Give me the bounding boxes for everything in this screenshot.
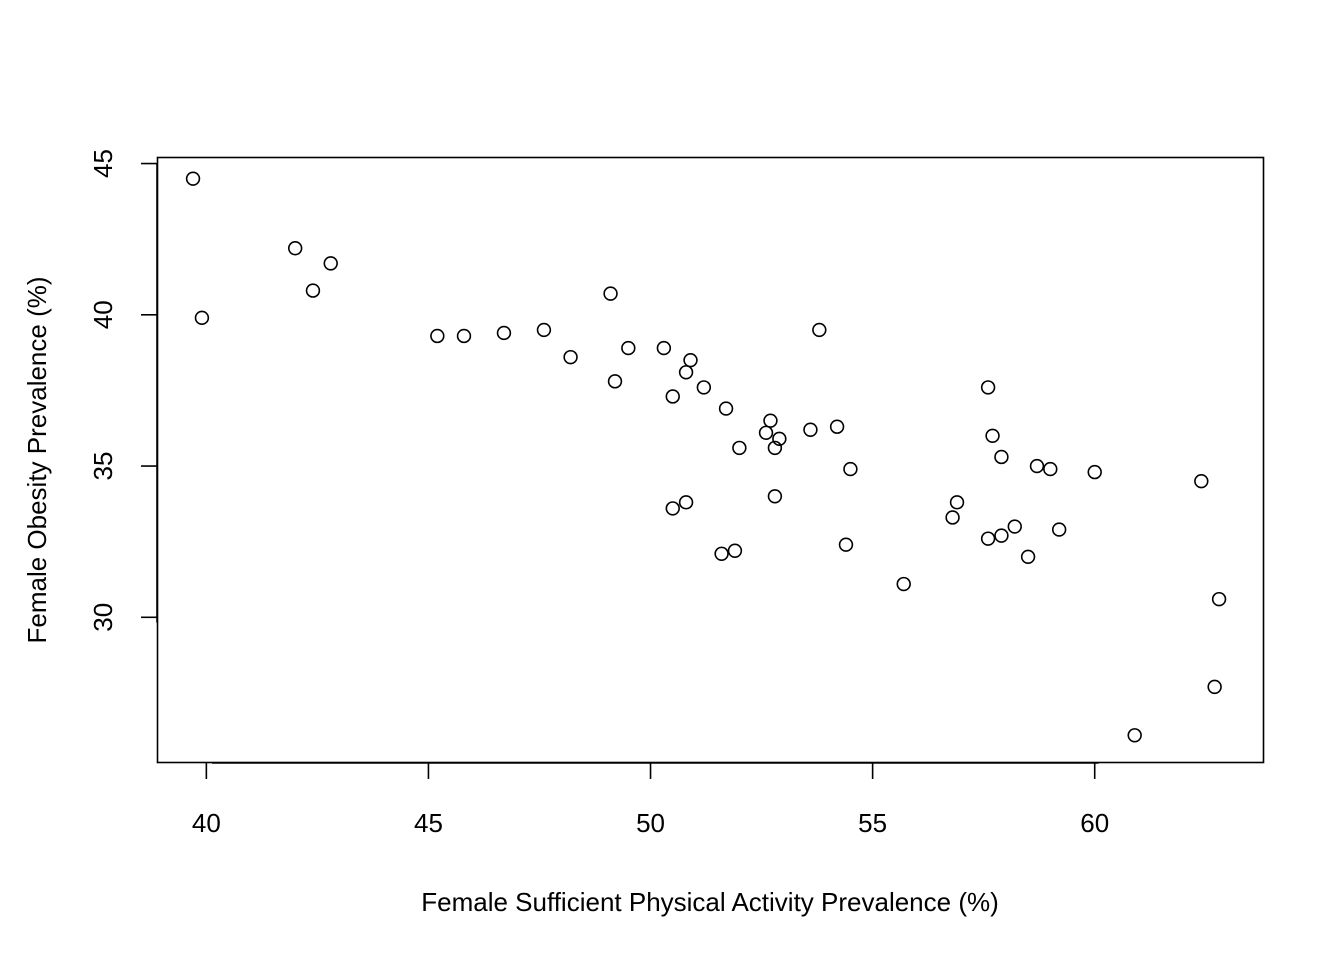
data-point	[678, 365, 694, 380]
data-point	[714, 546, 729, 561]
data-point	[718, 401, 734, 416]
data-point	[980, 531, 996, 546]
data-point	[732, 440, 747, 456]
data-point	[185, 171, 201, 186]
data-point	[536, 322, 552, 338]
data-point	[838, 537, 854, 552]
data-point	[1020, 549, 1036, 564]
x-tick-label: 60	[1080, 808, 1109, 838]
data-point	[665, 501, 680, 516]
x-tick-label: 40	[192, 808, 221, 838]
data-point	[456, 328, 472, 344]
data-point	[727, 543, 743, 558]
data-point	[1207, 679, 1222, 695]
data-point	[803, 422, 818, 437]
data-point	[1087, 464, 1102, 480]
data-point	[829, 419, 845, 434]
y-tick-label: 35	[88, 452, 118, 481]
data-point	[678, 495, 694, 510]
y-tick-label: 40	[88, 300, 118, 329]
data-point	[767, 489, 783, 504]
data-point	[305, 283, 321, 298]
data-point	[323, 256, 338, 271]
y-tick-label: 45	[88, 149, 118, 178]
data-point	[287, 241, 303, 256]
data-point	[563, 349, 578, 365]
data-point	[430, 328, 445, 344]
x-axis: 40 45 50 55 60	[192, 762, 1109, 838]
data-point	[1051, 522, 1067, 537]
data-point	[896, 576, 911, 592]
data-point	[1029, 458, 1045, 474]
data-point	[603, 286, 618, 301]
data-point	[945, 510, 960, 525]
data-point	[1194, 473, 1209, 489]
data-point	[763, 413, 778, 428]
data-point	[772, 431, 787, 447]
y-axis: 30 35 40 45	[88, 149, 158, 632]
x-tick-label: 50	[636, 808, 665, 838]
data-point	[994, 449, 1009, 465]
y-axis-title: Female Obesity Prevalence (%)	[22, 276, 52, 643]
data-point	[843, 461, 858, 477]
data-point	[985, 428, 1000, 443]
data-point	[607, 374, 623, 389]
data-point	[696, 380, 712, 395]
data-point	[1007, 519, 1022, 534]
x-tick-label: 45	[414, 808, 443, 838]
data-point	[758, 425, 774, 440]
data-point	[1043, 461, 1058, 477]
data-point	[812, 322, 827, 338]
data-point	[683, 352, 698, 368]
data-point	[621, 340, 636, 356]
data-point	[496, 325, 512, 341]
data-points	[185, 171, 1227, 743]
x-axis-title: Female Sufficient Physical Activity Prev…	[421, 887, 999, 917]
data-point	[665, 389, 680, 404]
data-point	[949, 495, 965, 510]
data-point	[994, 528, 1009, 543]
x-tick-label: 55	[858, 808, 887, 838]
data-point	[1127, 728, 1142, 743]
data-point	[194, 310, 210, 326]
y-tick-label: 30	[88, 603, 118, 632]
plot-frame	[156, 156, 1265, 764]
data-point	[1211, 591, 1227, 607]
data-point	[656, 340, 672, 356]
data-point	[767, 440, 783, 456]
data-point	[980, 380, 996, 395]
